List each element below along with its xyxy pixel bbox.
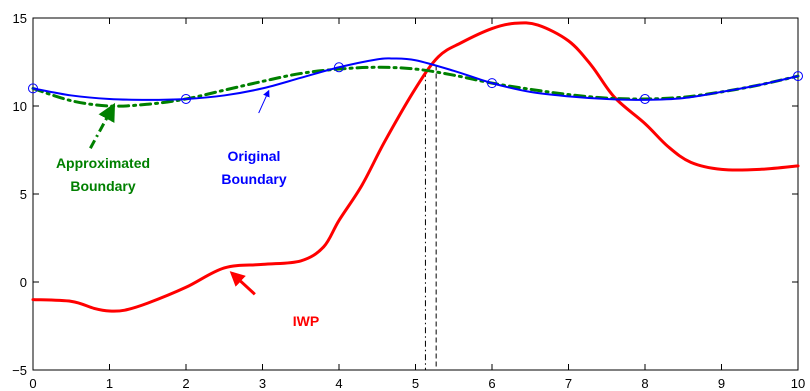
y-tick-label: 10	[13, 99, 27, 114]
boundary-marker	[640, 93, 650, 104]
x-tick-label: 10	[791, 376, 805, 391]
boundary-marker	[334, 62, 344, 73]
boundary-marker	[487, 78, 497, 89]
boundary-marker	[28, 83, 38, 94]
plot-area	[32, 17, 799, 371]
iwp-line	[31, 21, 800, 313]
annotation-arrow	[229, 271, 256, 296]
series	[31, 21, 800, 313]
x-tick-label: 8	[641, 376, 648, 391]
x-tick-label: 2	[182, 376, 189, 391]
x-tick-label: 0	[29, 376, 36, 391]
annotation-label: IWP	[293, 313, 319, 329]
annotations: Approximated Boundary Original Boundary IWP	[56, 89, 319, 329]
x-tick-label: 6	[488, 376, 495, 391]
x-tick-label: 5	[412, 376, 419, 391]
y-tick-label: 5	[20, 187, 27, 202]
annotation-label: Boundary	[70, 178, 136, 194]
x-tick-label: 7	[565, 376, 572, 391]
x-tick-label: 4	[335, 376, 342, 391]
x-tick-label: 1	[106, 376, 113, 391]
annotation-label: Original	[228, 148, 281, 164]
annotation-label: Approximated	[56, 155, 150, 171]
original-boundary-line	[32, 57, 799, 101]
boundary-marker	[181, 93, 191, 104]
markers	[28, 62, 803, 104]
annotation-arrow	[258, 89, 270, 114]
x-tick-label: 3	[259, 376, 266, 391]
vertical-lines	[424, 65, 437, 370]
y-tick-label: −5	[12, 363, 27, 378]
boundary-marker	[793, 71, 803, 82]
y-tick-label: 0	[20, 275, 27, 290]
annotation-arrow	[89, 102, 116, 149]
y-tick-label: 15	[13, 11, 27, 26]
annotation-label: Boundary	[221, 171, 287, 187]
x-tick-label: 9	[718, 376, 725, 391]
